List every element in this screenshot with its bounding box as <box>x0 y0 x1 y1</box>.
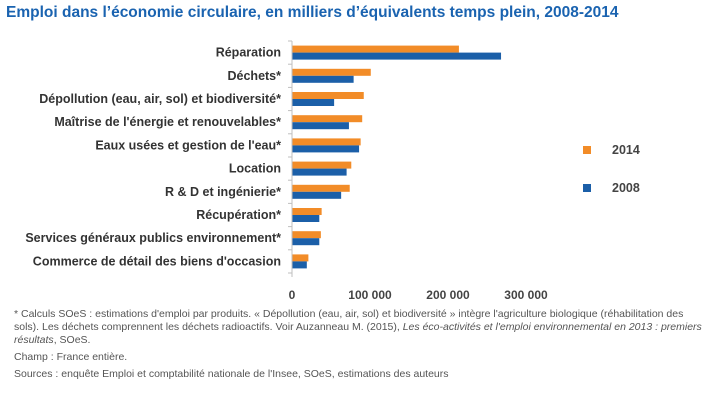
bar-2008 <box>292 261 307 269</box>
bar-2014 <box>292 68 371 76</box>
category-label: Services généraux publics environnement* <box>25 231 281 245</box>
bar-2008 <box>292 215 320 222</box>
bar-2008 <box>292 99 335 106</box>
chart-title: Emploi dans l’économie circulaire, en mi… <box>6 4 619 21</box>
legend-label-2008: 2008 <box>612 181 640 195</box>
bar-2008 <box>292 145 360 153</box>
bar-2008 <box>292 168 347 176</box>
category-label: Eaux usées et gestion de l'eau* <box>95 138 281 152</box>
category-label: Déchets* <box>228 69 282 83</box>
x-tick-label: 300 000 <box>504 288 548 302</box>
legend: 2014 2008 <box>583 143 640 195</box>
bar-2014 <box>292 231 321 239</box>
bar-2014 <box>292 92 364 99</box>
footnote: * Calculs SOeS : estimations d'emploi pa… <box>14 308 702 346</box>
legend-swatch-2014 <box>583 146 591 154</box>
x-tick-label: 100 000 <box>348 288 392 302</box>
category-label: R & D et ingénierie* <box>165 185 281 199</box>
category-label: Maîtrise de l'énergie et renouvelables* <box>54 115 281 129</box>
x-tick-label: 200 000 <box>426 288 470 302</box>
bar-chart: Réparation Déchets* Dépollution (eau, air,… <box>25 40 640 302</box>
category-label: Commerce de détail des biens d'occasion <box>33 254 281 268</box>
legend-swatch-2008 <box>583 184 591 192</box>
x-tick-label: 0 <box>289 288 296 302</box>
category-label: Récupération* <box>196 208 281 222</box>
legend-label-2014: 2014 <box>612 143 640 157</box>
sources-note: Sources : enquête Emploi et comptabilité… <box>14 368 449 380</box>
category-label: Dépollution (eau, air, sol) et biodivers… <box>39 92 281 106</box>
category-label: Réparation <box>216 46 281 60</box>
bar-2008 <box>292 52 502 60</box>
bars-group <box>292 45 502 269</box>
bar-2014 <box>292 208 322 215</box>
chart-notes: * Calculs SOeS : estimations d'emploi pa… <box>14 308 704 385</box>
bar-2014 <box>292 161 352 169</box>
bar-2014 <box>292 254 309 262</box>
bar-2014 <box>292 184 350 192</box>
bar-2008 <box>292 191 342 199</box>
bar-2014 <box>292 45 459 53</box>
category-labels: Réparation Déchets* Dépollution (eau, air,… <box>25 46 281 269</box>
bar-2014 <box>292 138 361 146</box>
bar-2014 <box>292 115 363 123</box>
footnote-title: Les éco-activités et l'emploi environnem… <box>14 321 702 346</box>
bar-2008 <box>292 75 354 83</box>
champ-note: Champ : France entière. <box>14 351 128 363</box>
bar-2008 <box>292 238 320 246</box>
bar-2008 <box>292 122 349 130</box>
axis-group: 0 100 000 200 000 300 000 <box>288 40 548 302</box>
category-label: Location <box>229 162 281 176</box>
